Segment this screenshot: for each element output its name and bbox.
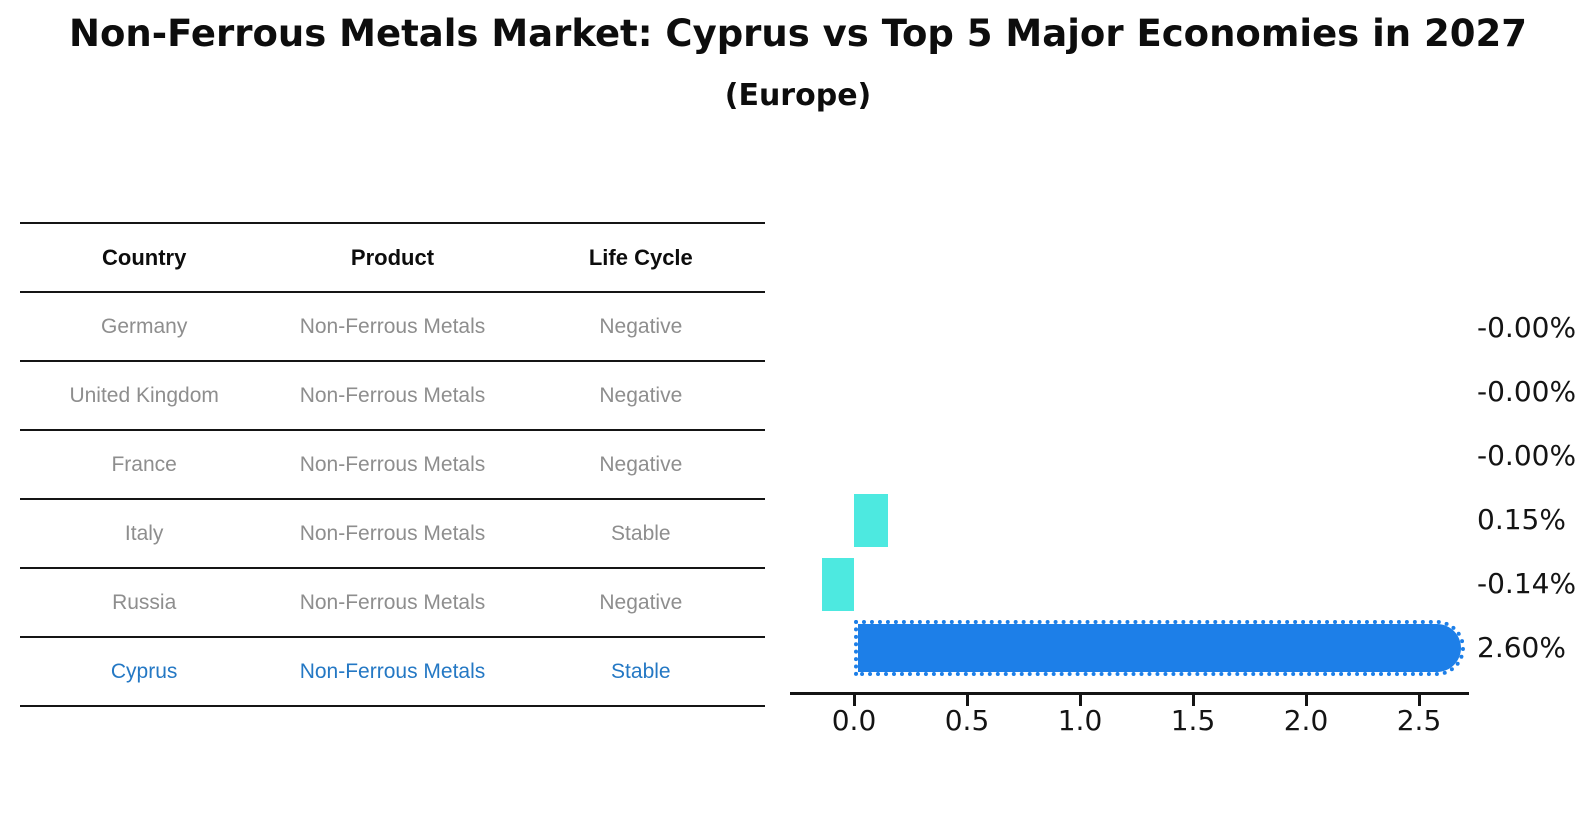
table-header-row: Country Product Life Cycle [20, 224, 765, 293]
table-row-germany: Germany Non-Ferrous Metals Negative [20, 293, 765, 362]
x-tick [1192, 695, 1195, 706]
table-row-cyprus: Cyprus Non-Ferrous Metals Stable [20, 638, 765, 707]
cell-life-cycle: Negative [599, 314, 683, 338]
table-row-france: France Non-Ferrous Metals Negative [20, 431, 765, 500]
cell-product: Non-Ferrous Metals [299, 452, 486, 476]
x-tick [1305, 695, 1308, 706]
column-header-country: Country [102, 244, 187, 270]
cell-life-cycle: Negative [599, 383, 683, 407]
page-title: Non-Ferrous Metals Market: Cyprus vs Top… [69, 12, 1527, 55]
bar-5 [854, 620, 1466, 676]
value-label-russia: -0.14% [1477, 567, 1577, 600]
column-header-life-cycle: Life Cycle [588, 244, 693, 270]
x-tick-label: 2.0 [1283, 704, 1329, 737]
value-label-germany: -0.00% [1477, 311, 1577, 344]
table-row-italy: Italy Non-Ferrous Metals Stable [20, 500, 765, 569]
bar-3 [854, 493, 888, 547]
cell-country: Russia [112, 590, 177, 614]
cell-country: Cyprus [110, 659, 178, 683]
cell-product: Non-Ferrous Metals [299, 314, 486, 338]
cell-product: Non-Ferrous Metals [299, 659, 486, 683]
cell-product: Non-Ferrous Metals [299, 521, 486, 545]
cell-country: Germany [100, 314, 188, 338]
cell-life-cycle: Negative [599, 590, 683, 614]
x-tick [853, 695, 856, 706]
x-tick-label: 0.0 [831, 704, 877, 737]
cell-life-cycle: Negative [599, 452, 683, 476]
x-tick-label: 0.5 [944, 704, 990, 737]
x-tick-label: 1.0 [1057, 704, 1103, 737]
page-subtitle: (Europe) [724, 78, 872, 113]
x-axis-line [790, 692, 1469, 695]
cell-country: France [111, 452, 177, 476]
value-label-cyprus: 2.60% [1477, 631, 1566, 664]
table-row-russia: Russia Non-Ferrous Metals Negative [20, 569, 765, 638]
table-row-united-kingdom: United Kingdom Non-Ferrous Metals Negati… [20, 362, 765, 431]
cell-product: Non-Ferrous Metals [299, 590, 486, 614]
cell-life-cycle: Stable [611, 659, 671, 683]
bar-4 [822, 557, 854, 611]
x-tick-label: 2.5 [1396, 704, 1442, 737]
x-tick-label: 1.5 [1170, 704, 1216, 737]
cell-country: Italy [124, 521, 164, 545]
value-label-italy: 0.15% [1477, 503, 1566, 536]
cell-country: United Kingdom [69, 383, 219, 407]
value-label-united-kingdom: -0.00% [1477, 375, 1577, 408]
x-tick [966, 695, 969, 706]
x-tick [1418, 695, 1421, 706]
value-label-france: -0.00% [1477, 439, 1577, 472]
x-tick [1079, 695, 1082, 706]
cell-product: Non-Ferrous Metals [299, 383, 486, 407]
cell-life-cycle: Stable [611, 521, 671, 545]
country-table: Country Product Life Cycle Germany Non-F… [20, 222, 765, 707]
column-header-product: Product [350, 244, 435, 270]
